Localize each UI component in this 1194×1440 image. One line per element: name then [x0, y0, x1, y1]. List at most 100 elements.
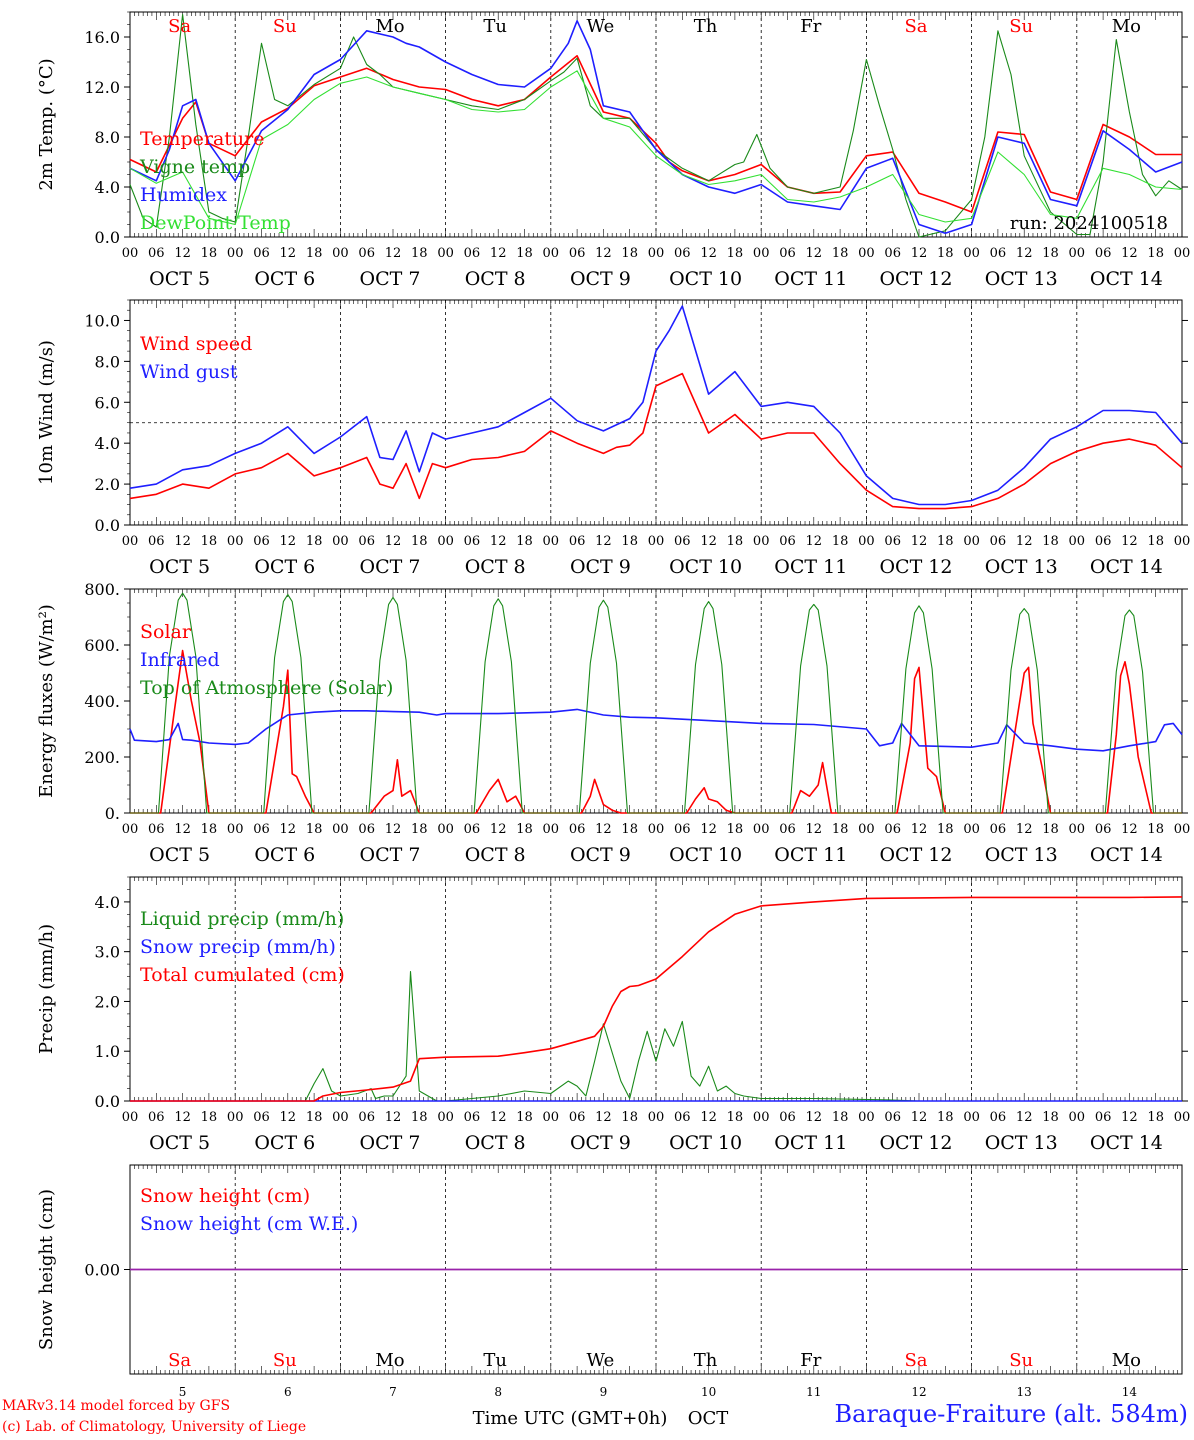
hour-tick-label: 00 [227, 822, 244, 837]
hour-tick-label: 12 [806, 246, 823, 261]
hour-tick-label: 12 [700, 1110, 717, 1125]
hour-tick-label: 12 [595, 534, 612, 549]
day-number-label: 7 [389, 1385, 397, 1399]
hour-tick-label: 00 [963, 246, 980, 261]
day-of-week-label: Mo [375, 1350, 404, 1371]
hour-tick-label: 18 [937, 246, 954, 261]
hour-tick-label: 18 [727, 534, 744, 549]
day-of-week-label: Su [273, 1350, 297, 1371]
x-axis-month: OCT [688, 1408, 729, 1429]
hour-tick-label: 18 [1042, 246, 1059, 261]
hour-tick-label: 06 [358, 534, 375, 549]
day-of-week-label: Su [273, 16, 297, 37]
hour-tick-label: 18 [621, 246, 638, 261]
date-label: OCT 6 [254, 844, 315, 866]
day-of-week-label: Mo [1112, 1350, 1141, 1371]
y-tick-label: 400. [84, 692, 120, 711]
hour-tick-label: 06 [569, 1110, 586, 1125]
day-number-label: 11 [806, 1385, 821, 1399]
x-ticks [129, 589, 1183, 813]
plot-frame [129, 588, 1183, 814]
day-number-label: 14 [1122, 1385, 1138, 1399]
hour-tick-label: 06 [674, 822, 691, 837]
hour-tick-label: 06 [358, 246, 375, 261]
hour-tick-label: 06 [569, 246, 586, 261]
date-label: OCT 14 [1090, 1132, 1163, 1154]
panel-5: 0.00 Snow height (cm) Snow height (cm) Snow… [36, 1164, 1188, 1429]
hour-tick-label: 18 [516, 822, 533, 837]
y-tick-label: 4.0 [95, 178, 120, 197]
hour-tick-label: 18 [516, 246, 533, 261]
y-tick-label: 0.00 [84, 1261, 120, 1280]
hour-tick-label: 00 [543, 1110, 560, 1125]
date-label: OCT 12 [879, 556, 952, 578]
legend-entry: Snow height (cm W.E.) [140, 1213, 358, 1235]
date-label: OCT 9 [570, 268, 631, 290]
series-humidex [129, 19, 1183, 235]
day-of-week-label: Tu [483, 16, 507, 37]
legend-entry: Wind gust [140, 361, 238, 383]
date-label: OCT 5 [149, 1132, 210, 1154]
hour-tick-label: 18 [1042, 822, 1059, 837]
hour-tick-label: 18 [1147, 246, 1164, 261]
hour-tick-label: 00 [1069, 822, 1086, 837]
hour-tick-label: 00 [858, 534, 875, 549]
hour-tick-label: 12 [700, 822, 717, 837]
legend-entry: Snow height (cm) [140, 1185, 310, 1207]
day-number-label: 9 [600, 1385, 608, 1399]
hour-tick-label: 06 [884, 1110, 901, 1125]
y-tick-label: 0. [105, 804, 120, 823]
hour-tick-label: 12 [595, 822, 612, 837]
hour-tick-label: 18 [832, 822, 849, 837]
hour-tick-label: 12 [1016, 534, 1033, 549]
y-tick-label: 800. [84, 580, 120, 599]
hour-tick-label: 00 [332, 534, 349, 549]
date-label: OCT 12 [879, 268, 952, 290]
date-label: OCT 12 [879, 844, 952, 866]
y-axis-label: Precip (mm/h) [36, 924, 57, 1054]
hour-tick-label: 00 [543, 534, 560, 549]
date-label: OCT 13 [985, 844, 1058, 866]
x-ticks [129, 300, 1183, 525]
run-label: run: 2024100518 [1010, 213, 1168, 234]
hour-tick-label: 12 [595, 246, 612, 261]
hour-tick-label: 18 [832, 246, 849, 261]
panel-2: 0.0 2.0 4.0 6.0 8.0 10.0 10m Wind (m/s) Wind sp… [36, 299, 1190, 578]
hour-tick-label: 06 [779, 1110, 796, 1125]
hour-tick-label: 18 [1042, 534, 1059, 549]
day-of-week-label: Sa [904, 1350, 927, 1371]
hour-tick-label: 00 [332, 246, 349, 261]
hour-tick-label: 12 [911, 1110, 928, 1125]
y-tick-label: 16.0 [84, 28, 120, 47]
series-vigne-temp [129, 13, 1183, 238]
hour-tick-label: 12 [490, 246, 507, 261]
hour-tick-label: 18 [201, 246, 218, 261]
hour-tick-label: 00 [963, 1110, 980, 1125]
hour-tick-label: 06 [569, 534, 586, 549]
y-axis-label: Snow height (cm) [36, 1189, 57, 1350]
day-number-label: 8 [494, 1385, 502, 1399]
date-label: OCT 13 [985, 1132, 1058, 1154]
date-label: OCT 7 [360, 1132, 421, 1154]
hour-tick-label: 12 [174, 1110, 191, 1125]
day-number-label: 5 [179, 1385, 187, 1399]
y-tick-label: 4.0 [95, 893, 120, 912]
hour-tick-label: 06 [253, 246, 270, 261]
hour-tick-label: 06 [1095, 246, 1112, 261]
date-label: OCT 8 [465, 1132, 526, 1154]
hour-tick-label: 06 [884, 822, 901, 837]
hour-tick-label: 00 [227, 534, 244, 549]
series-wind-gust [129, 305, 1183, 506]
hour-tick-label: 00 [122, 534, 139, 549]
hour-tick-label: 18 [727, 246, 744, 261]
hour-tick-label: 00 [648, 1110, 665, 1125]
hour-tick-label: 12 [174, 534, 191, 549]
hour-tick-label: 06 [1095, 534, 1112, 549]
hour-tick-label: 06 [990, 822, 1007, 837]
y-tick-label: 8.0 [95, 128, 120, 147]
hour-tick-label: 18 [306, 1110, 323, 1125]
hour-tick-label: 12 [911, 822, 928, 837]
date-label: OCT 10 [669, 844, 742, 866]
legend-entry: Solar [140, 621, 192, 643]
date-label: OCT 12 [879, 1132, 952, 1154]
